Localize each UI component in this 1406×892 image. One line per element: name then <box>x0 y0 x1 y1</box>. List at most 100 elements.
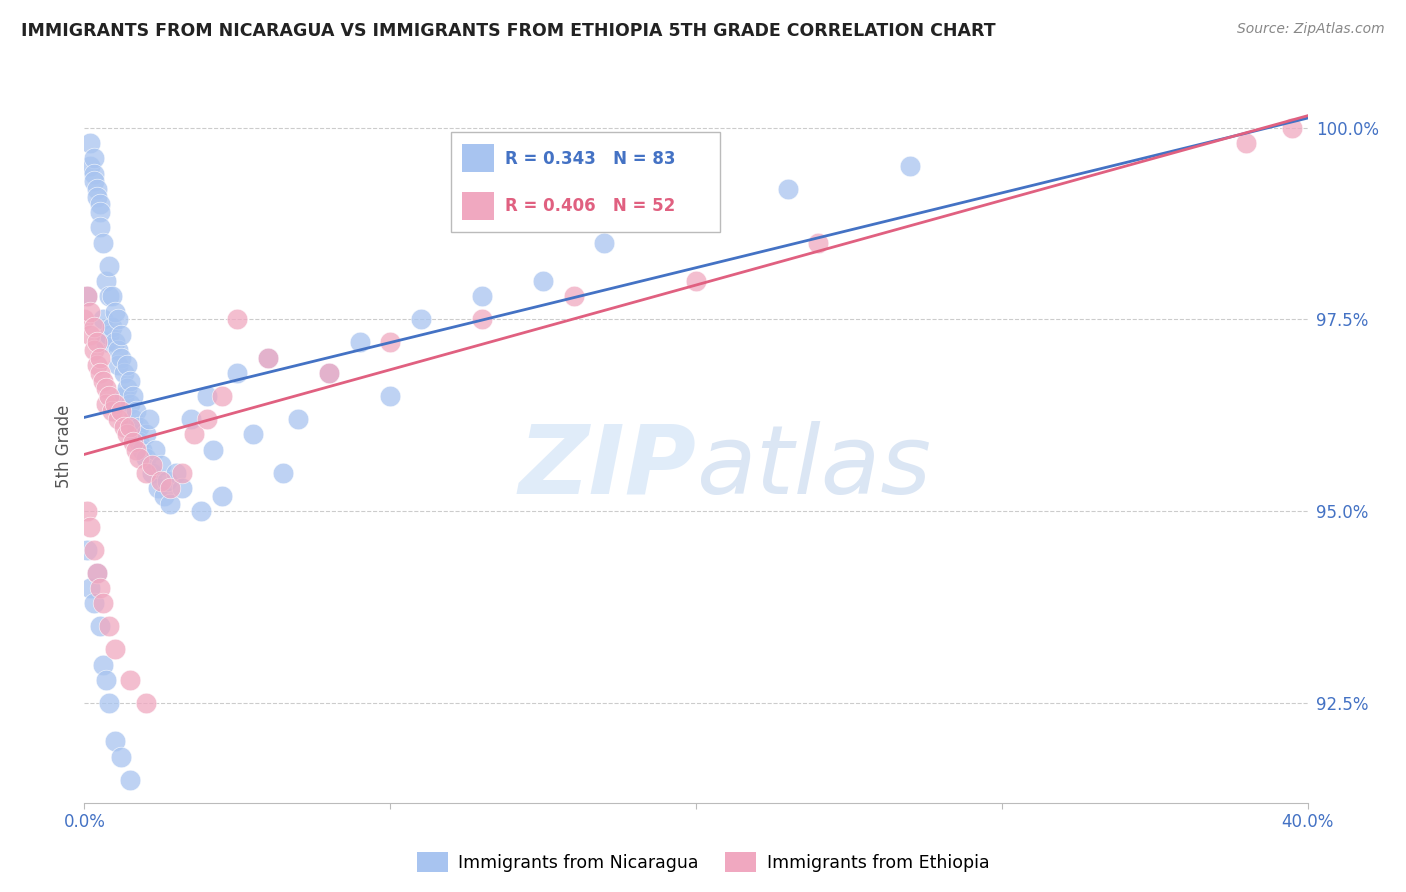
Point <box>89 205 111 219</box>
Point <box>409 312 432 326</box>
Point <box>115 381 138 395</box>
Point <box>89 581 111 595</box>
Point <box>86 189 108 203</box>
Point <box>141 458 163 473</box>
Point <box>91 374 114 388</box>
Point <box>104 335 127 350</box>
Point <box>79 519 101 533</box>
Point <box>107 343 129 357</box>
Point <box>89 366 111 380</box>
Point <box>898 159 921 173</box>
Point <box>593 235 616 250</box>
Point <box>76 289 98 303</box>
Point <box>120 419 142 434</box>
Point <box>86 566 108 580</box>
Point <box>125 427 148 442</box>
Text: IMMIGRANTS FROM NICARAGUA VS IMMIGRANTS FROM ETHIOPIA 5TH GRADE CORRELATION CHAR: IMMIGRANTS FROM NICARAGUA VS IMMIGRANTS … <box>21 22 995 40</box>
Point <box>91 657 114 672</box>
Point <box>128 419 150 434</box>
Point <box>195 389 218 403</box>
Point <box>211 489 233 503</box>
Point <box>97 327 120 342</box>
Point <box>76 542 98 557</box>
Point <box>131 442 153 457</box>
Point <box>271 466 294 480</box>
Point <box>120 397 142 411</box>
Point <box>471 289 494 303</box>
Point <box>226 366 249 380</box>
Point <box>138 412 160 426</box>
Point <box>94 397 117 411</box>
Point <box>110 327 132 342</box>
Point <box>146 481 169 495</box>
Point <box>89 197 111 211</box>
Point <box>190 504 212 518</box>
Point <box>195 412 218 426</box>
Point <box>165 466 187 480</box>
Point <box>79 327 101 342</box>
Point <box>79 136 101 150</box>
Point <box>122 412 145 426</box>
Point <box>112 389 135 403</box>
Point <box>86 359 108 373</box>
Point <box>153 489 176 503</box>
Point <box>122 435 145 450</box>
Point <box>226 312 249 326</box>
Point <box>110 351 132 365</box>
Point <box>287 412 309 426</box>
Text: Source: ZipAtlas.com: Source: ZipAtlas.com <box>1237 22 1385 37</box>
Point <box>89 220 111 235</box>
Point <box>115 427 138 442</box>
Point <box>107 359 129 373</box>
Point <box>807 235 830 250</box>
Point <box>159 497 181 511</box>
Point <box>76 289 98 303</box>
Point <box>104 734 127 748</box>
Point <box>86 182 108 196</box>
Point <box>104 642 127 657</box>
FancyBboxPatch shape <box>463 144 495 172</box>
Point <box>115 359 138 373</box>
Point <box>79 581 101 595</box>
Point <box>83 151 105 165</box>
Point <box>104 304 127 318</box>
Point <box>180 412 202 426</box>
Point <box>141 466 163 480</box>
Point <box>83 343 105 357</box>
Point <box>94 673 117 687</box>
Point <box>128 450 150 465</box>
Point <box>242 427 264 442</box>
Point <box>183 427 205 442</box>
Point <box>1236 136 1258 150</box>
Point <box>101 320 124 334</box>
Point <box>318 366 340 380</box>
Point <box>172 466 194 480</box>
Point <box>380 389 402 403</box>
Text: R = 0.343   N = 83: R = 0.343 N = 83 <box>505 150 676 168</box>
Point <box>112 419 135 434</box>
Point <box>83 167 105 181</box>
Point <box>685 274 707 288</box>
Point <box>349 335 371 350</box>
Point <box>685 197 707 211</box>
Point <box>83 174 105 188</box>
Text: ZIP: ZIP <box>517 421 696 514</box>
Point <box>122 389 145 403</box>
FancyBboxPatch shape <box>463 192 495 220</box>
Point <box>89 619 111 633</box>
Point <box>156 474 179 488</box>
Point <box>110 404 132 418</box>
Point <box>1281 120 1303 135</box>
Point <box>83 542 105 557</box>
Point <box>120 673 142 687</box>
Point <box>135 427 157 442</box>
Point <box>531 274 554 288</box>
Point <box>97 259 120 273</box>
Point <box>97 619 120 633</box>
Point <box>125 404 148 418</box>
Point <box>89 351 111 365</box>
Point <box>73 312 96 326</box>
Point <box>211 389 233 403</box>
Point <box>318 366 340 380</box>
Point <box>120 374 142 388</box>
